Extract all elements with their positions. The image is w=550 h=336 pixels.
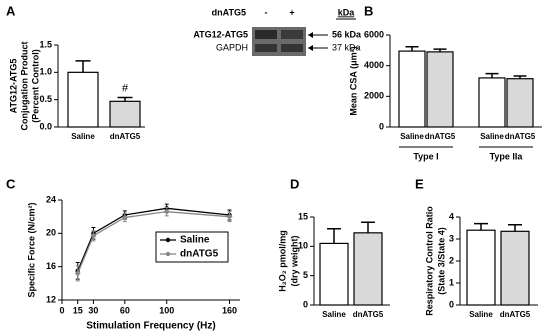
y-axis-label: Conjugation Product <box>19 42 29 131</box>
arrow-head <box>308 45 313 51</box>
bar <box>478 77 506 128</box>
bar <box>500 230 530 306</box>
error-bar <box>361 221 375 233</box>
blot-unit-header: kDa <box>338 7 356 17</box>
point <box>121 214 128 221</box>
x-tick-label: dnATG5 <box>110 132 141 141</box>
error-bar <box>117 96 133 102</box>
legend-label: Saline <box>180 235 210 246</box>
y-axis-label: (Percent Control) <box>30 49 40 123</box>
legend-label: dnATG5 <box>180 249 219 260</box>
y-tick-label: 12 <box>46 294 56 304</box>
error-bar <box>474 222 488 231</box>
y-axis-label: (dry weight) <box>289 235 299 286</box>
x-tick-label: 0 <box>59 305 64 315</box>
x-tick-label: Saline <box>400 132 424 141</box>
y-tick-label: 0.0 <box>39 121 52 131</box>
panel-letter: D <box>290 176 299 191</box>
y-tick-label: 4000 <box>364 60 384 70</box>
x-tick-label: 15 <box>73 305 83 315</box>
y-axis-label: Specific Force (N/cm²) <box>26 202 36 297</box>
error-bar <box>75 60 91 73</box>
y-tick-label: 0 <box>379 121 384 131</box>
y-tick-label: 5 <box>303 270 308 280</box>
group-label: Type I <box>413 151 438 161</box>
point <box>226 213 233 220</box>
panel-letter: C <box>6 176 16 191</box>
x-tick-label: Saline <box>469 310 493 319</box>
error-bar <box>327 227 341 244</box>
bar <box>426 51 454 128</box>
point <box>163 208 170 215</box>
error-bar <box>405 46 419 52</box>
point <box>90 232 97 239</box>
y-tick-label: 6000 <box>364 29 384 39</box>
y-axis-label: Mean CSA (μm²) <box>348 46 358 115</box>
point <box>74 270 81 277</box>
x-axis-label: Stimulation Frequency (Hz) <box>86 321 215 332</box>
legend-marker <box>165 237 171 243</box>
y-tick-label: 20 <box>46 228 56 238</box>
y-axis-label: Respiratory Control Ratio <box>424 206 434 316</box>
arrow-head <box>308 32 313 38</box>
x-tick-label: dnATG5 <box>353 310 384 319</box>
legend-marker <box>165 251 171 257</box>
blot-band-name: GAPDH <box>216 42 248 52</box>
y-axis-label: H₂O₂ pmol/mg <box>277 230 287 292</box>
x-tick-label: 160 <box>222 305 237 315</box>
x-tick-label: dnATG5 <box>425 132 456 141</box>
y-tick-label: 0.5 <box>39 94 52 104</box>
y-axis-label: ATG12-ATG5 <box>8 59 18 114</box>
panel-letter: B <box>364 3 373 18</box>
blot-band-size: 56 kDa <box>332 29 362 39</box>
y-tick-label: 3 <box>449 233 454 243</box>
error-bar <box>508 223 522 232</box>
bar <box>466 229 496 306</box>
blot-band <box>281 30 303 39</box>
blot-header: dnATG5 <box>212 7 246 17</box>
bar <box>67 71 99 128</box>
bar <box>319 242 349 306</box>
bar <box>398 50 426 128</box>
x-tick-label: Saline <box>71 132 95 141</box>
x-tick-label: dnATG5 <box>500 310 531 319</box>
y-tick-label: 4 <box>449 211 454 221</box>
y-tick-label: 2000 <box>364 91 384 101</box>
y-tick-label: 2 <box>449 255 454 265</box>
bar <box>353 232 383 306</box>
error-bar <box>485 72 499 78</box>
bar <box>109 100 141 128</box>
x-tick-label: 60 <box>120 305 130 315</box>
blot-lane: + <box>289 7 294 17</box>
x-tick-label: Saline <box>480 132 504 141</box>
annotation: # <box>122 82 129 94</box>
y-axis-label: (State 3/State 4) <box>436 227 446 295</box>
x-tick-label: Saline <box>322 310 346 319</box>
x-tick-label: 100 <box>159 305 174 315</box>
bar <box>506 78 534 128</box>
y-tick-label: 10 <box>298 241 308 251</box>
y-tick-label: 1.5 <box>39 39 52 49</box>
panel-letter: E <box>415 176 424 191</box>
legend-box <box>155 231 229 263</box>
blot-lane: - <box>265 7 268 17</box>
y-tick-label: 24 <box>46 194 56 204</box>
y-tick-label: 15 <box>298 211 308 221</box>
y-tick-label: 16 <box>46 261 56 271</box>
y-tick-label: 0 <box>303 299 308 309</box>
y-tick-label: 1.0 <box>39 67 52 77</box>
x-tick-label: dnATG5 <box>505 132 536 141</box>
blot-band-name: ATG12-ATG5 <box>193 29 248 39</box>
y-tick-label: 1 <box>449 277 454 287</box>
blot-band <box>255 44 277 52</box>
blot-band <box>255 30 277 39</box>
y-tick-label: 0 <box>449 299 454 309</box>
blot-band-size: 37 kDa <box>332 42 361 52</box>
group-label: Type IIa <box>490 151 524 161</box>
blot-band <box>281 44 303 52</box>
panel-letter: A <box>6 3 16 18</box>
x-tick-label: 30 <box>88 305 98 315</box>
